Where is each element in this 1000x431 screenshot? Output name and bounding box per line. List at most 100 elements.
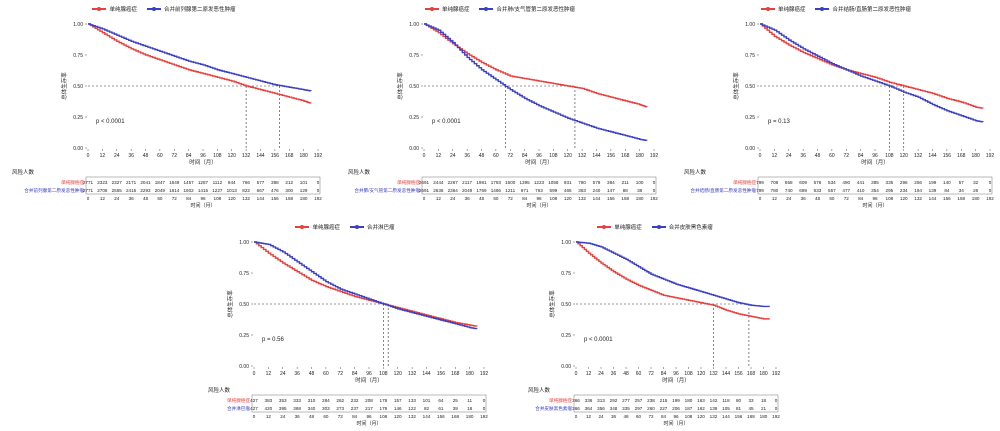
legend-item: 合并肺/支气管第二原发恶性肿瘤: [479, 5, 575, 13]
risk-cell: 122: [408, 406, 416, 411]
legend-item: 单纯腺癌症: [92, 5, 137, 13]
risk-cell: 0: [653, 188, 656, 193]
x-tick-label: 156: [734, 371, 743, 377]
x-tick-label: 192: [986, 153, 995, 159]
legend-label: 单纯腺癌症: [441, 7, 470, 13]
x-tick-label: 60: [323, 371, 329, 377]
km-chart-svg: 0.00 0.25 0.50 0.75 1.00 总体生存率 0 12 24 36 48 60 72 84…: [528, 240, 780, 427]
km-panel-4: 单纯腺癌症 合并淋巴瘤 0.00 0.25 0.50 0.75 1.00 总体生存率 0 12 24…: [200, 220, 490, 429]
x-tick-label: 156: [271, 153, 280, 159]
risk-cell: 356: [597, 406, 605, 411]
risk-cell: 2636: [433, 188, 444, 193]
risk-cell: 780: [578, 180, 586, 185]
survival-curve: [760, 23, 984, 123]
risk-cell: 194: [914, 188, 922, 193]
risk-x-tick-label: 156: [943, 196, 951, 201]
risk-cell: 64: [438, 398, 444, 403]
y-tick-label: 0.00: [239, 364, 249, 370]
risk-cell: 0: [775, 406, 778, 411]
survival-curve: [760, 23, 984, 109]
x-tick-label: 72: [337, 371, 343, 377]
risk-cell: 557: [828, 188, 836, 193]
risk-cell: 0: [317, 180, 320, 185]
risk-x-tick-label: 36: [465, 196, 471, 201]
risk-cell: 257: [635, 398, 643, 403]
risk-x-tick-label: 60: [157, 196, 163, 201]
risk-cell: 21: [761, 406, 767, 411]
x-tick-label: 72: [171, 153, 177, 159]
legend-item: 单纯腺癌症: [597, 223, 642, 231]
x-tick-label: 72: [843, 153, 849, 159]
risk-table-title: 风险人数: [528, 386, 551, 394]
legend-label: 单纯腺癌症: [109, 7, 137, 13]
legend-item: 合并前列腺第二原发恶性肿瘤: [147, 5, 236, 13]
legend-swatch: [597, 225, 612, 229]
risk-x-tick-label: 72: [172, 196, 178, 201]
x-tick-label: 96: [200, 153, 206, 159]
risk-cell: 366: [572, 406, 580, 411]
x-tick-label: 12: [100, 153, 106, 159]
risk-cell: 227: [660, 406, 668, 411]
legend-item: 单纯腺癌症: [424, 5, 470, 13]
x-tick-label: 12: [586, 371, 592, 377]
risk-row-name: 合并结肠/直肠第二原发恶性肿瘤: [690, 187, 756, 194]
risk-cell: 420: [265, 406, 273, 411]
risk-x-axis-label: 时间（月）: [356, 420, 381, 427]
risk-x-tick-label: 144: [257, 196, 265, 201]
risk-cell: 212: [285, 180, 293, 185]
risk-cell: 187: [685, 406, 693, 411]
risk-cell: 211: [622, 180, 630, 185]
x-tick-label: 72: [507, 153, 513, 159]
risk-x-tick-label: 132: [578, 196, 586, 201]
x-tick-label: 108: [549, 153, 558, 159]
risk-x-tick-label: 0: [575, 414, 578, 419]
risk-cell: 427: [250, 406, 258, 411]
risk-cell: 1600: [505, 180, 516, 185]
risk-cell: 199: [672, 398, 680, 403]
risk-cell: 340: [308, 406, 316, 411]
x-axis-label: 时间（月）: [861, 158, 889, 166]
risk-cell: 383: [265, 398, 273, 403]
risk-cell: 766: [242, 180, 250, 185]
risk-cell: 295: [886, 188, 894, 193]
risk-cell: 2323: [97, 180, 108, 185]
risk-cell: 88: [623, 188, 629, 193]
x-tick-label: 192: [314, 153, 323, 159]
x-tick-label: 60: [493, 153, 499, 159]
y-tick-label: 0.00: [745, 146, 755, 152]
risk-cell: 609: [799, 180, 807, 185]
risk-cell: 0: [775, 398, 778, 403]
risk-cell: 232: [351, 398, 359, 403]
legend-label: 合并前列腺第二原发恶性肿瘤: [164, 7, 236, 13]
risk-cell: 822: [242, 188, 250, 193]
risk-x-tick-label: 168: [621, 196, 629, 201]
risk-x-tick-label: 60: [493, 196, 499, 201]
chart-legend: 单纯腺癌症 合并前列腺第二原发恶性肿瘤: [4, 2, 324, 16]
x-tick-label: 108: [684, 371, 693, 377]
x-tick-label: 0: [87, 153, 90, 159]
risk-cell: 333: [293, 398, 301, 403]
x-tick-label: 24: [450, 153, 456, 159]
x-tick-label: 48: [479, 153, 485, 159]
risk-cell: 534: [828, 180, 836, 185]
risk-cell: 368: [293, 406, 301, 411]
x-tick-label: 84: [661, 371, 667, 377]
km-chart-svg: 0.00 0.25 0.50 0.75 1.00 总体生存率 0 12 24 36 48 60 72 84…: [208, 240, 488, 427]
risk-cell: 1058: [548, 180, 559, 185]
risk-x-tick-label: 24: [786, 196, 792, 201]
x-tick-label: 0: [759, 153, 762, 159]
x-tick-label: 108: [379, 371, 388, 377]
risk-cell: 296: [900, 180, 908, 185]
risk-cell: 2691: [419, 180, 430, 185]
risk-cell: 80: [736, 398, 742, 403]
risk-x-tick-label: 120: [564, 196, 572, 201]
risk-table-box: [251, 394, 487, 413]
x-tick-label: 72: [648, 371, 654, 377]
p-value-label: p < 0.0001: [96, 119, 125, 125]
risk-cell: 2267: [448, 180, 459, 185]
risk-x-tick-label: 24: [114, 196, 120, 201]
risk-cell: 206: [672, 406, 680, 411]
x-tick-label: 36: [464, 153, 470, 159]
x-tick-label: 192: [650, 153, 659, 159]
y-tick-label: 0.00: [409, 146, 419, 152]
